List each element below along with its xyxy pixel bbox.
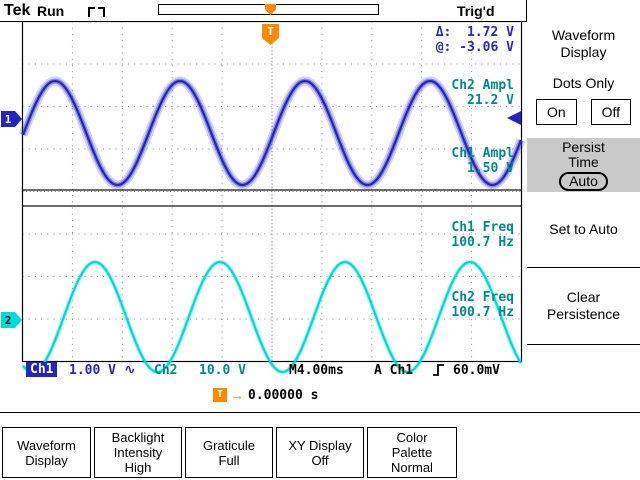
acquisition-status: Run [37, 3, 65, 19]
ch1-position-marker[interactable]: 1 [1, 111, 22, 127]
trigger-time-icon: T [213, 388, 227, 402]
ch1-coupling-icon: ∿ [124, 362, 136, 378]
dots-only-label: Dots Only [552, 74, 615, 91]
right-bracket-icon [98, 7, 105, 17]
persist-time-button[interactable]: Persist Time Auto [527, 138, 640, 192]
amplitude-cursor-lines[interactable] [22, 189, 522, 207]
graticule-frame [21, 21, 523, 363]
ch1-badge: Ch1 [26, 362, 58, 377]
status-bar: Ch1 1.00 V ∿ Ch2 10.0 V M4.00ms A Ch1 60… [0, 362, 527, 380]
timebase-readout: M4.00ms [289, 363, 344, 378]
record-view-brackets [88, 4, 105, 22]
set-to-auto-button[interactable]: Set to Auto [527, 192, 640, 268]
bottom-menu-xy-display[interactable]: XY Display Off [276, 427, 364, 478]
dots-onoff-row: On Off [527, 99, 640, 125]
trigger-level-readout: 60.0mV [453, 363, 500, 378]
side-menu: Waveform Display Dots Only On Off Persis… [527, 21, 640, 412]
trace-ch1 [21, 79, 523, 187]
trigger-status: Trig'd [457, 3, 495, 19]
time-arrow-icon: → [230, 387, 244, 403]
ch1-offscreen-indicator-icon [507, 111, 521, 125]
measurement-ch2-freq-label: Ch2 Freq [451, 290, 514, 305]
trace-ch2 [22, 260, 522, 374]
left-bracket-icon [88, 7, 95, 17]
trigger-source-readout: A Ch1 [374, 363, 414, 378]
clear-persistence-button[interactable]: Clear Persistence [527, 268, 640, 345]
menu-title-line2: Display [560, 44, 607, 60]
persist-time-value: Auto [559, 171, 608, 191]
scope-display: 1 2 T [1, 21, 525, 375]
svg-text:2: 2 [5, 314, 12, 327]
menu-title: Waveform Display [527, 25, 640, 63]
header-menu-divider [526, 0, 527, 22]
menu-title-line1: Waveform [551, 27, 616, 43]
measurement-ch1-ampl-value: 1.50 V [467, 161, 514, 176]
cursor-delta-readout: Δ: 1.72 V [435, 25, 514, 40]
ch1-scale-readout: 1.00 V [69, 363, 116, 378]
measurement-ch2-freq-value: 100.7 Hz [451, 305, 514, 320]
ch2-scale-readout: 10.0 V [199, 363, 246, 378]
ch2-label: Ch2 [154, 363, 178, 378]
cursor-at-readout: @: -3.06 V [435, 40, 514, 55]
bottom-menu-graticule[interactable]: Graticule Full [185, 427, 273, 478]
dots-on-button[interactable]: On [535, 99, 577, 125]
bottom-separator-line [0, 412, 640, 413]
trigger-time-value: 0.00000 s [248, 388, 319, 403]
dots-off-button[interactable]: Off [590, 99, 632, 125]
svg-text:T: T [267, 25, 274, 38]
svg-text:1: 1 [5, 113, 12, 126]
measurement-ch1-freq-label: Ch1 Freq [451, 220, 514, 235]
brand-logo: Tek [4, 2, 31, 19]
measurement-ch1-freq-value: 100.7 Hz [451, 235, 514, 250]
measurement-ch2-ampl-value: 21.2 V [467, 93, 514, 108]
trace-layer [18, 76, 525, 375]
graticule-grid [22, 21, 522, 362]
bottom-menu-color-palette[interactable]: Color Palette Normal [367, 427, 457, 478]
ch2-position-marker[interactable]: 2 [1, 312, 22, 328]
rising-edge-icon [433, 364, 444, 376]
bottom-menu-backlight-intensity[interactable]: Backlight Intensity High [94, 427, 182, 478]
time-readout-row: T → 0.00000 s [0, 387, 527, 405]
measurement-ch2-ampl-label: Ch2 Ampl [451, 78, 514, 93]
trigger-position-bar-marker-icon [265, 4, 276, 15]
measurement-ch1-ampl-label: Ch1 Ampl [451, 146, 514, 161]
trigger-position-marker[interactable]: T [262, 24, 279, 45]
bottom-menu-waveform-display[interactable]: Waveform Display [2, 427, 91, 478]
